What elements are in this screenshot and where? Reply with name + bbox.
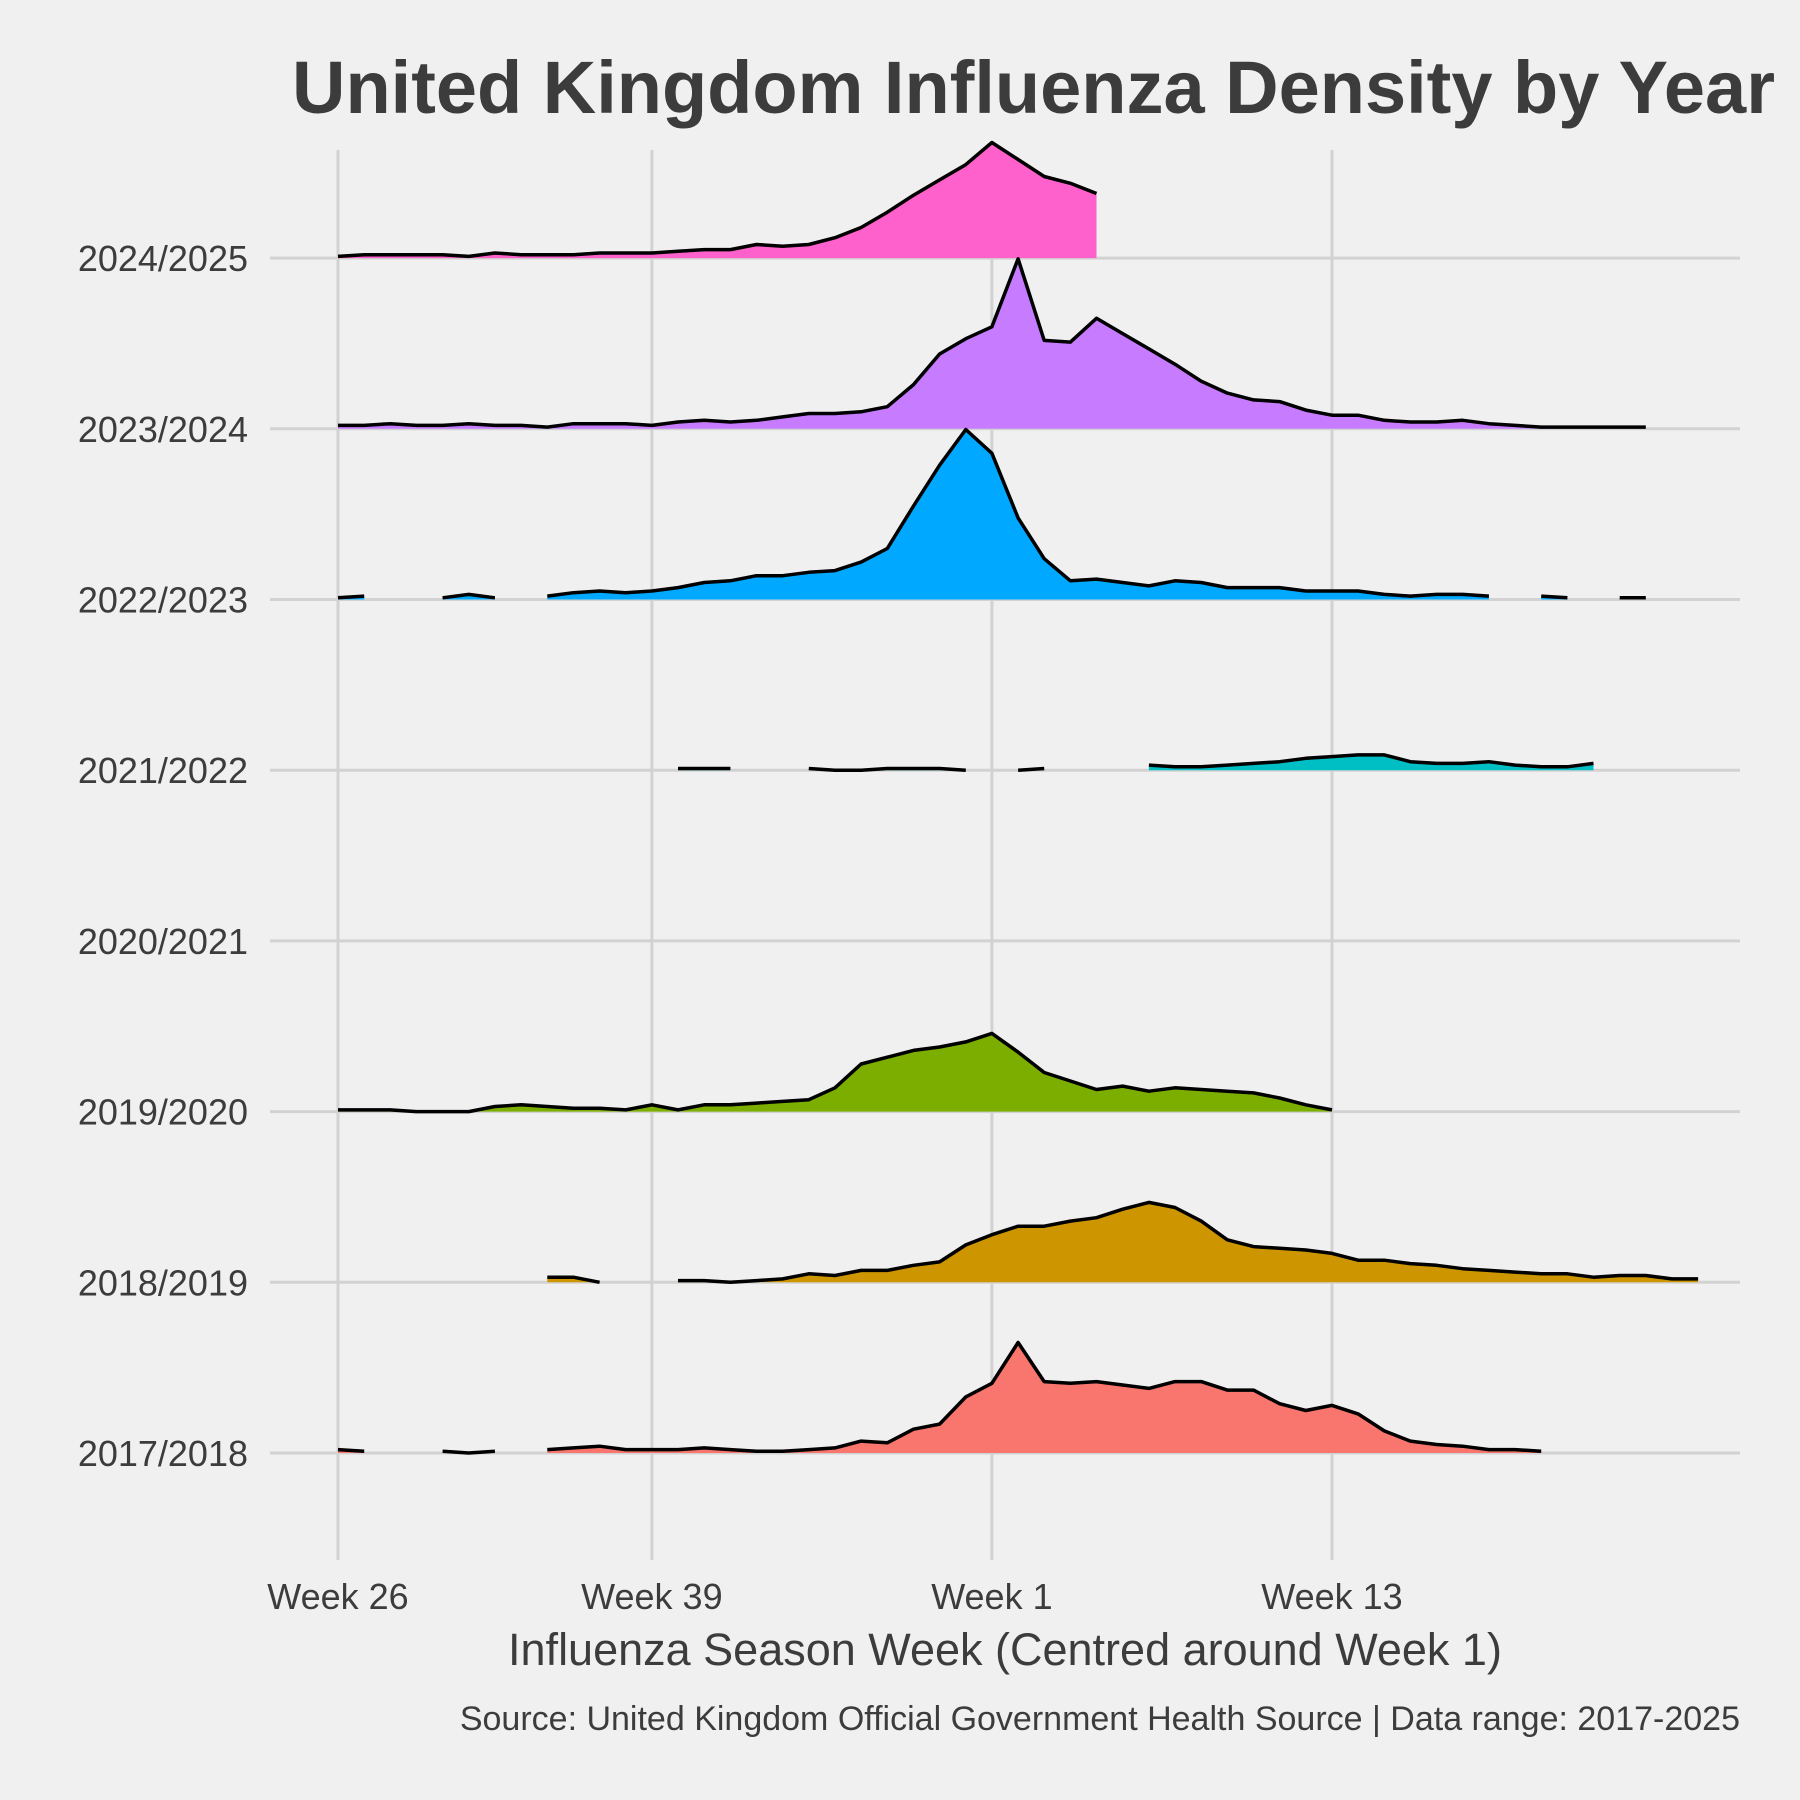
y-tick-label: 2017/2018 [78,1433,248,1474]
ridge-line [338,257,1646,429]
ridge-line [337,140,1098,259]
y-tick-label: 2022/2023 [78,580,248,621]
ridge-area [547,429,1489,600]
ridge-2022-2023 [337,427,1646,600]
ridge-2018-2019 [547,1200,1699,1285]
x-axis-labels: Week 26 Week 39 Week 1 Week 13 [267,1576,1402,1617]
ridge-line [442,1449,496,1455]
ridge-line [1541,594,1568,600]
chart-caption: Source: United Kingdom Official Governme… [460,1700,1740,1738]
ridges [337,140,1699,1455]
ridge-area [338,142,1097,259]
y-tick-label: 2023/2024 [78,409,248,450]
ridge-area [1148,754,1594,771]
ridge-line [337,594,365,600]
ridge-line [1017,766,1045,772]
ridge-2023-2024 [338,257,1646,429]
ridge-2024-2025 [337,140,1098,259]
ridge-line [547,1340,1542,1454]
chart-title: United Kingdom Influenza Density by Year [292,46,1775,129]
ridge-line [337,1447,365,1454]
ridge-2019-2020 [338,1031,1333,1114]
ridge-area [547,1342,1542,1453]
ridge-area [442,594,495,600]
ridge-line [1148,753,1594,769]
ridge-area [338,258,1646,429]
x-tick-label: Week 39 [581,1576,722,1617]
ridge-line [808,766,966,772]
y-tick-label: 2021/2022 [78,750,248,791]
x-tick-label: Week 1 [931,1576,1052,1617]
y-axis-labels: 2017/2018 2018/2019 2019/2020 2020/2021 2021… [78,238,248,1474]
x-tick-label: Week 26 [267,1576,408,1617]
ridge-line [547,427,1490,598]
ridge-2021-2022 [678,753,1594,772]
ridge-line [442,592,496,600]
ridge-line [338,1031,1333,1114]
y-tick-label: 2019/2020 [78,1092,248,1133]
ridge-2017-2018 [337,1340,1542,1455]
ridge-line [678,1200,1699,1285]
y-tick-label: 2024/2025 [78,238,248,279]
ridge-area [338,1033,1332,1112]
y-tick-label: 2020/2021 [78,921,248,962]
y-tick-label: 2018/2019 [78,1262,248,1303]
x-tick-label: Week 13 [1261,1576,1402,1617]
ridge-line [547,1275,600,1285]
x-axis-title: Influenza Season Week (Centred around We… [508,1624,1502,1675]
ridge-area [678,1202,1699,1283]
